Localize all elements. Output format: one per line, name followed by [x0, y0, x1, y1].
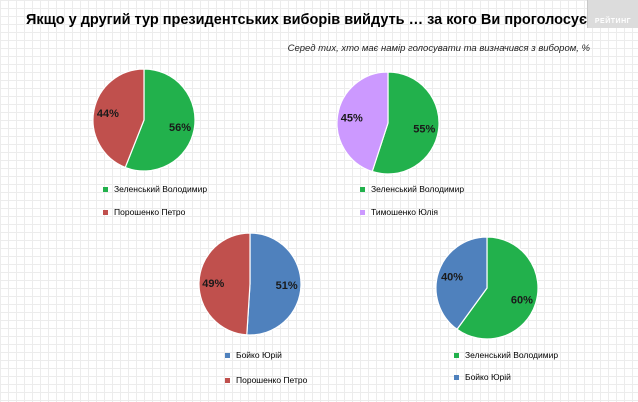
pie-slice: [246, 232, 302, 336]
slice-percent-label: 40%: [441, 272, 463, 284]
legend-swatch: [225, 352, 230, 358]
legend-swatch: [103, 209, 108, 215]
rating-logo: РЕЙТИНГ: [587, 0, 638, 28]
slice-percent-label: 49%: [202, 278, 224, 290]
pie-slice: [371, 71, 440, 175]
pie-slice: [435, 236, 488, 331]
slice-percent-label: 51%: [276, 280, 298, 292]
legend-label: Порошенко Петро: [114, 207, 186, 217]
pie-slice: [198, 232, 251, 336]
chart-title: Якщо у другий тур президентських виборів…: [26, 12, 611, 28]
legend-swatch: [360, 186, 365, 192]
pie-slice: [124, 68, 196, 172]
legend-label: Бойко Юрій: [465, 372, 511, 382]
pie-chart-4: 60% 40%: [435, 236, 539, 340]
slice-percent-label: 55%: [413, 124, 435, 136]
legend-item: Бойко Юрій: [454, 372, 511, 382]
legend-swatch: [225, 377, 230, 383]
legend-item: Тимошенко Юлія: [360, 207, 438, 217]
pie-slice: [456, 236, 539, 340]
pie-chart-3: 51% 49%: [198, 232, 302, 336]
legend-label: Зеленський Володимир: [114, 184, 208, 194]
legend-item: Зеленський Володимир: [360, 184, 464, 194]
legend-label: Бойко Юрій: [236, 350, 282, 360]
slice-percent-label: 45%: [341, 112, 363, 124]
legend-label: Тимошенко Юлія: [371, 207, 438, 217]
chart-subtitle: Серед тих, хто має намір голосувати та в…: [287, 43, 590, 54]
legend-swatch: [454, 352, 459, 358]
pie-slice: [336, 71, 389, 173]
legend-label: Порошенко Петро: [236, 375, 308, 385]
slice-percent-label: 44%: [97, 108, 119, 120]
legend-label: Зеленський Володимир: [371, 184, 465, 194]
legend-swatch: [360, 209, 365, 215]
slice-percent-label: 56%: [169, 122, 191, 134]
legend-swatch: [103, 186, 108, 192]
legend-item: Порошенко Петро: [103, 207, 185, 217]
pie-chart-2: 55% 45%: [336, 71, 440, 175]
pie-chart-1: 56% 44%: [92, 68, 196, 172]
logo-text: РЕЙТИНГ: [594, 18, 632, 25]
slice-percent-label: 60%: [511, 294, 533, 306]
legend-item: Порошенко Петро: [225, 375, 307, 385]
legend-item: Бойко Юрій: [225, 350, 282, 360]
legend-label: Зеленський Володимир: [465, 350, 559, 360]
legend-item: Зеленський Володимир: [454, 350, 558, 360]
legend-item: Зеленський Володимир: [103, 184, 207, 194]
pie-slice: [92, 68, 145, 169]
legend-swatch: [454, 374, 459, 380]
